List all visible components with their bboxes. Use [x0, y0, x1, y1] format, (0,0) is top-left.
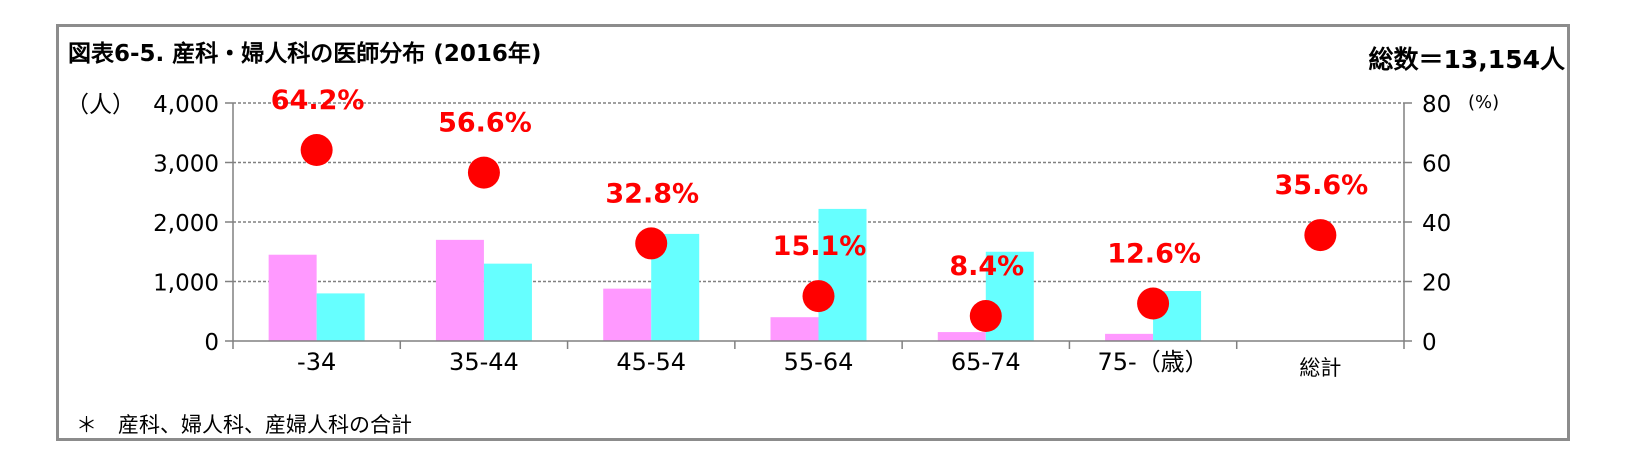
bar-series-a — [435, 239, 484, 341]
percent-marker — [635, 227, 668, 260]
bar-series-a — [1105, 333, 1154, 341]
left-tick-label: 0 — [204, 330, 219, 356]
percent-label: 56.6% — [438, 108, 532, 139]
bar-series-b — [316, 293, 365, 341]
right-tick-label: 40 — [1422, 211, 1451, 237]
percent-marker — [467, 156, 500, 189]
percent-marker — [1304, 219, 1337, 252]
bar-series-a — [268, 254, 317, 341]
bar-series-a — [770, 317, 819, 341]
x-category-label: 55-64 — [784, 348, 854, 376]
right-tick-label: 0 — [1422, 330, 1437, 356]
percent-marker — [969, 300, 1002, 333]
right-axis-unit: (%) — [1468, 92, 1499, 113]
x-category-label: 75-（歳） — [1097, 348, 1208, 376]
percent-marker — [802, 280, 835, 313]
percent-marker — [300, 134, 333, 167]
left-tick-label: 4,000 — [153, 92, 219, 118]
footnote: ＊ 産科、婦人科、産婦人科の合計 — [76, 413, 412, 437]
left-tick-label: 3,000 — [153, 152, 219, 178]
bar-series-a — [937, 332, 986, 341]
left-axis-unit: （人） — [66, 92, 135, 118]
percent-label: 12.6% — [1107, 239, 1201, 270]
percent-label: 15.1% — [773, 231, 867, 262]
left-tick-label: 2,000 — [153, 211, 219, 237]
x-category-label: 45-54 — [616, 348, 686, 376]
bar-series-a — [603, 288, 652, 341]
percent-label: 32.8% — [605, 178, 699, 209]
total-count-label: 総数＝13,154人 — [1368, 45, 1565, 74]
bar-series-b — [818, 208, 867, 341]
percent-label: 64.2% — [271, 85, 365, 116]
x-category-label: 65-74 — [951, 348, 1021, 376]
x-category-label: 35-44 — [449, 348, 519, 376]
right-tick-label: 20 — [1422, 271, 1451, 297]
right-tick-label: 60 — [1422, 152, 1451, 178]
right-tick-label: 80 — [1422, 92, 1451, 118]
percent-label: 8.4% — [949, 251, 1024, 282]
percent-marker — [1137, 287, 1170, 320]
bar-series-b — [483, 263, 532, 341]
left-tick-label: 1,000 — [153, 271, 219, 297]
chart-title: 図表6-5. 産科・婦人科の医師分布 (2016年) — [68, 41, 542, 67]
x-category-label: 総計 — [1299, 356, 1341, 380]
percent-label: 35.6% — [1275, 170, 1369, 201]
x-category-label: -34 — [297, 348, 336, 376]
